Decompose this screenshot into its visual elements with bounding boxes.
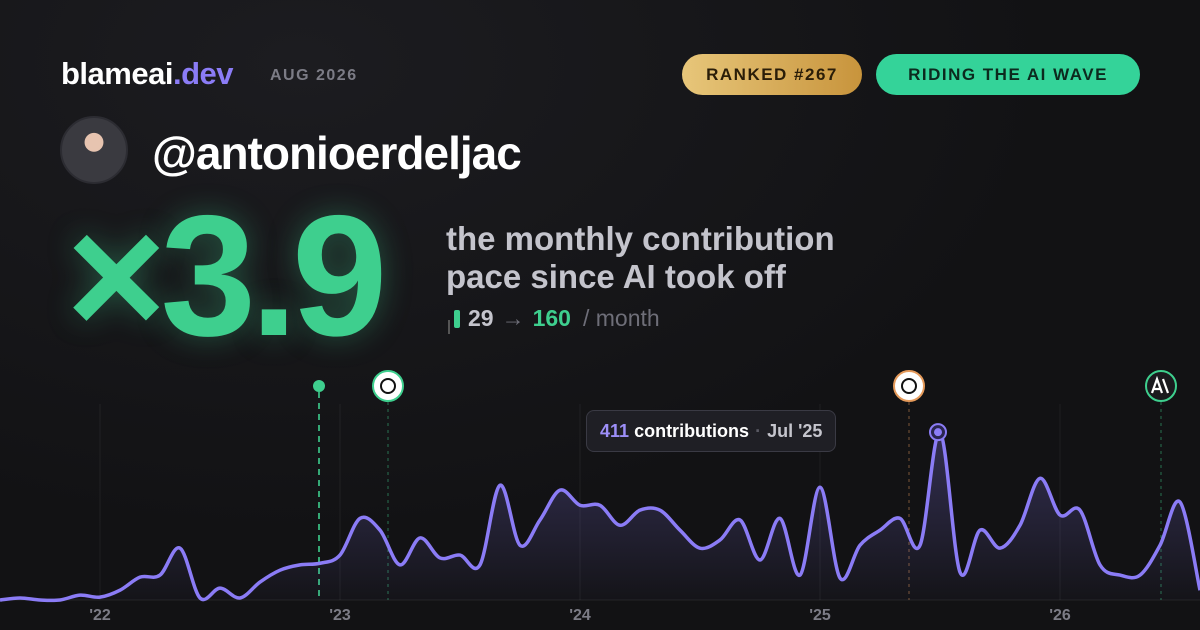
- pace-arrow: →: [501, 305, 525, 331]
- multiplier: ×3.9: [66, 180, 388, 372]
- rank-badge: RANKED #267: [682, 54, 862, 95]
- tooltip-value: 411: [600, 421, 630, 441]
- highlight-point: [934, 428, 942, 437]
- line: [0, 430, 1200, 603]
- pace: 29 → 160 / month: [446, 305, 660, 332]
- x-tick-label: '22: [89, 607, 111, 624]
- anthropic-icon-glyph: [1150, 375, 1170, 394]
- x-tick-label: '23: [329, 607, 351, 624]
- description: pace since AI took off: [446, 258, 786, 295]
- tooltip-separator: ·: [755, 421, 762, 441]
- openai-icon-glyph: [380, 378, 396, 394]
- status-badge: RIDING THE AI WAVE: [876, 54, 1140, 95]
- area: [0, 432, 1200, 601]
- event-markers: [313, 370, 1177, 600]
- avatar: [60, 116, 128, 184]
- pace-icon: [454, 309, 460, 328]
- event-dot: [313, 380, 325, 392]
- pace-after: 160: [532, 305, 571, 331]
- brand-tld: .dev: [172, 56, 234, 91]
- username: @antonioerdeljac: [152, 127, 522, 179]
- tooltip-label: contributions: [634, 421, 750, 441]
- x-tick-label: '24: [569, 607, 591, 624]
- pace-before: 29: [468, 305, 494, 331]
- openai-icon: [372, 370, 404, 402]
- openai-icon-glyph: [901, 378, 917, 394]
- description: the monthly contribution: [446, 220, 835, 257]
- openai-icon: [893, 370, 925, 402]
- pace-unit: / month: [582, 305, 660, 331]
- tooltip-date: Jul '25: [767, 421, 823, 441]
- x-tick-label: '26: [1049, 607, 1071, 624]
- tooltip: 411 contributions · Jul '25: [586, 410, 837, 452]
- x-tick-label: '25: [809, 607, 831, 624]
- anthropic-icon: [1145, 370, 1177, 402]
- brand: blameai.dev: [61, 56, 233, 92]
- brand-name: blameai: [61, 56, 173, 91]
- report-date: AUG 2026: [270, 67, 358, 84]
